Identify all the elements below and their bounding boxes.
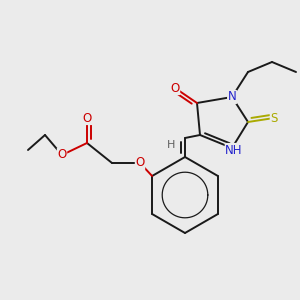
Text: O: O	[57, 148, 67, 161]
Text: S: S	[270, 112, 278, 124]
Text: O: O	[170, 82, 180, 94]
Text: N: N	[228, 91, 236, 103]
Text: NH: NH	[225, 143, 243, 157]
Text: O: O	[82, 112, 91, 124]
Text: H: H	[167, 140, 175, 150]
Text: O: O	[135, 157, 145, 169]
